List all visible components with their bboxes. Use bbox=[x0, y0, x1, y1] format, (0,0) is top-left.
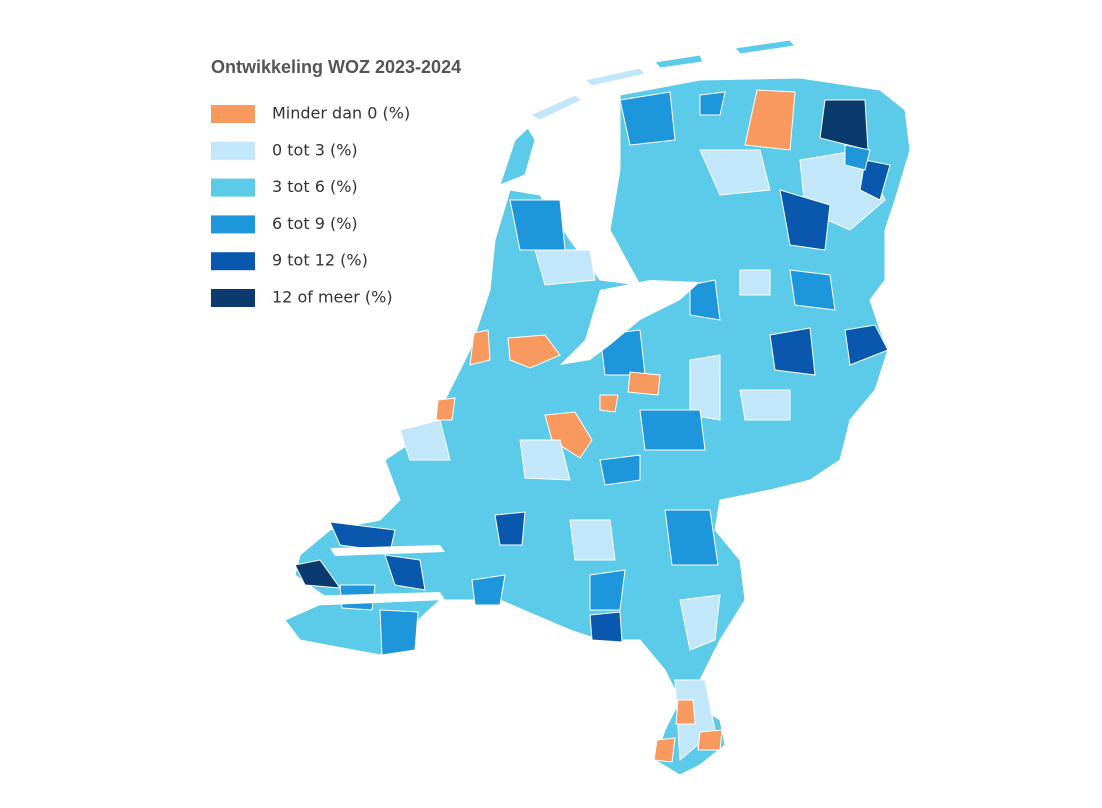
legend-swatch bbox=[211, 178, 255, 197]
region bbox=[471, 574, 506, 606]
region bbox=[384, 554, 426, 591]
region bbox=[494, 511, 526, 546]
legend-label: 0 tot 3 (%) bbox=[272, 140, 358, 159]
region bbox=[534, 249, 596, 286]
region bbox=[675, 699, 696, 725]
region bbox=[469, 329, 491, 366]
region bbox=[699, 91, 726, 116]
legend-swatch bbox=[211, 289, 255, 307]
water bbox=[300, 592, 445, 606]
legend-label: 6 tot 9 (%) bbox=[272, 214, 358, 233]
region bbox=[499, 127, 536, 186]
region bbox=[679, 594, 721, 651]
region bbox=[619, 91, 676, 146]
region bbox=[744, 89, 796, 151]
region bbox=[569, 519, 616, 561]
region bbox=[627, 371, 661, 396]
region bbox=[639, 409, 706, 451]
region bbox=[734, 39, 796, 55]
region bbox=[583, 67, 646, 87]
region bbox=[859, 159, 891, 201]
region bbox=[844, 144, 871, 171]
region bbox=[509, 199, 566, 251]
water bbox=[330, 545, 445, 556]
region bbox=[599, 394, 619, 413]
map bbox=[284, 39, 911, 776]
region bbox=[435, 397, 456, 421]
region bbox=[599, 454, 641, 486]
region bbox=[779, 189, 831, 251]
region bbox=[689, 279, 721, 321]
region bbox=[379, 609, 419, 656]
map-title: Ontwikkeling WOZ 2023-2024 bbox=[211, 57, 461, 77]
region bbox=[689, 354, 721, 421]
region bbox=[739, 389, 791, 421]
region bbox=[664, 509, 719, 566]
region bbox=[544, 411, 593, 459]
region bbox=[769, 327, 816, 376]
region bbox=[739, 269, 771, 296]
region bbox=[699, 149, 771, 196]
region bbox=[697, 729, 723, 751]
region bbox=[653, 737, 676, 763]
region bbox=[844, 324, 889, 366]
region bbox=[654, 54, 704, 69]
region bbox=[789, 269, 836, 311]
legend: Minder dan 0 (%) 0 tot 3 (%) 3 tot 6 (%) 6 … bbox=[211, 104, 410, 307]
region bbox=[519, 439, 571, 481]
legend-label: 9 tot 12 (%) bbox=[272, 251, 368, 270]
legend-label: Minder dan 0 (%) bbox=[272, 104, 410, 123]
region bbox=[589, 611, 623, 643]
legend-label: 3 tot 6 (%) bbox=[272, 177, 358, 196]
legend-swatch bbox=[211, 105, 255, 123]
legend-swatch bbox=[211, 215, 255, 234]
region bbox=[589, 569, 626, 611]
legend-swatch bbox=[211, 141, 255, 160]
water bbox=[560, 280, 700, 365]
region bbox=[399, 419, 451, 461]
legend-label: 12 of meer (%) bbox=[272, 288, 393, 307]
region bbox=[528, 94, 583, 121]
legend-swatch bbox=[211, 252, 255, 271]
region bbox=[507, 334, 561, 369]
